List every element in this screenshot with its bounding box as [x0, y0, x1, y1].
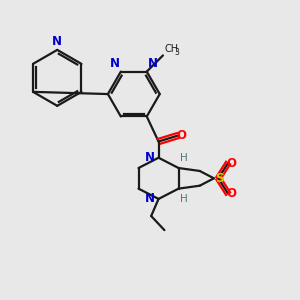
Text: N: N: [145, 151, 155, 164]
Text: N: N: [110, 57, 119, 70]
Text: N: N: [148, 57, 158, 70]
Text: S: S: [215, 172, 224, 185]
Text: CH: CH: [164, 44, 178, 54]
Text: N: N: [145, 192, 155, 206]
Text: N: N: [52, 34, 62, 47]
Text: H: H: [180, 194, 188, 204]
Text: O: O: [176, 129, 186, 142]
Text: 3: 3: [174, 48, 179, 57]
Text: H: H: [180, 153, 188, 163]
Text: O: O: [227, 157, 237, 169]
Text: O: O: [227, 187, 237, 200]
